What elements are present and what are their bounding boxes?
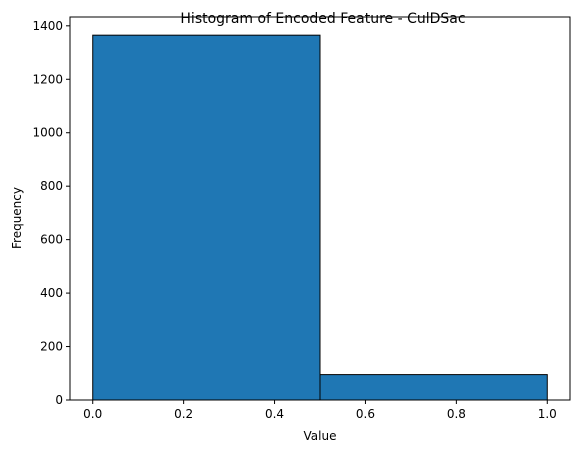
chart-title: Histogram of Encoded Feature - CulDSac	[180, 11, 465, 27]
x-tick-label: 1.0	[538, 407, 557, 421]
x-axis-label: Value	[304, 429, 337, 443]
y-tick-label: 400	[40, 286, 63, 300]
x-tick-label: 0.6	[356, 407, 375, 421]
y-tick-label: 1200	[32, 72, 63, 86]
x-tick-label: 0.2	[174, 407, 193, 421]
x-tick-label: 0.4	[265, 407, 284, 421]
x-tick-label: 0.0	[83, 407, 102, 421]
x-axis-ticks: 0.0 0.2 0.4 0.6 0.8 1.0	[83, 400, 557, 421]
plot-frame	[69, 16, 571, 401]
y-tick-label: 200	[40, 340, 63, 354]
y-tick-label: 1400	[32, 19, 63, 33]
bars-layer	[92, 34, 548, 401]
y-axis-ticks: 0 200 400 600 800 1000 1200 1400	[32, 19, 70, 407]
y-tick-label: 800	[40, 179, 63, 193]
x-tick-label: 0.8	[447, 407, 466, 421]
histogram-bar-1	[319, 374, 548, 401]
y-tick-label: 600	[40, 233, 63, 247]
y-axis-label: Frequency	[10, 187, 24, 249]
histogram-bar-0	[92, 34, 321, 401]
y-tick-label: 0	[55, 393, 63, 407]
y-tick-label: 1000	[32, 126, 63, 140]
